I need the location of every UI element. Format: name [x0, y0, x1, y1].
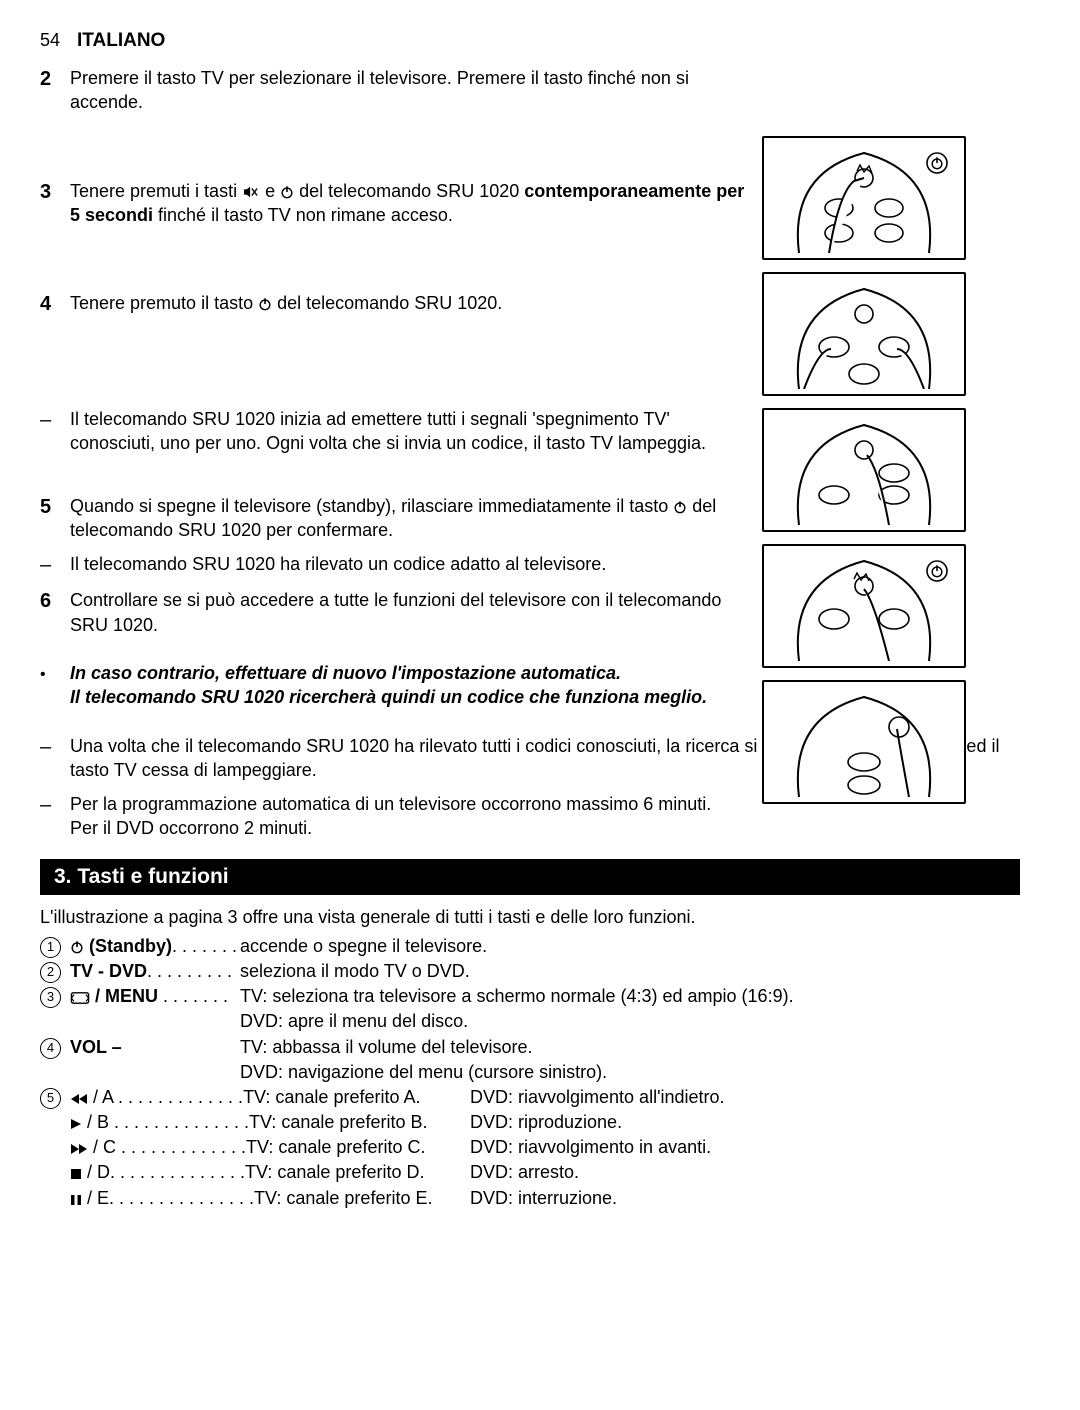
- pause-icon: [70, 1194, 82, 1206]
- step-text: Controllare se si può accedere a tutte l…: [70, 588, 760, 637]
- step-text: Il telecomando SRU 1020 inizia ad emette…: [70, 407, 760, 456]
- step-2: 2 Premere il tasto TV per selezionare il…: [40, 66, 760, 115]
- page-number: 54: [40, 30, 72, 51]
- step-5: 5 Quando si spegne il televisore (standb…: [40, 494, 760, 543]
- remote-illustration-3: [762, 408, 966, 532]
- function-row-5a: 5 / A . . . . . . . . . . . . .TV: canal…: [40, 1085, 1020, 1211]
- page-header: 54 ITALIANO: [40, 30, 1020, 52]
- step-number: 6: [40, 588, 70, 614]
- step-number: 2: [40, 66, 70, 92]
- step-text: Quando si spegne il televisore (standby)…: [70, 494, 760, 543]
- illustration-column: [762, 136, 962, 804]
- step-number: 3: [40, 179, 70, 205]
- power-icon: [258, 297, 272, 311]
- remote-illustration-5: [762, 680, 966, 804]
- power-icon: [70, 940, 84, 954]
- remote-illustration-2: [762, 272, 966, 396]
- language-label: ITALIANO: [77, 30, 165, 51]
- step-number: 4: [40, 291, 70, 317]
- section-title: 3. Tasti e funzioni: [40, 859, 1020, 895]
- function-row-3: 3 / MENU . . . . . . . TV: seleziona tra…: [40, 984, 1020, 1009]
- screen-icon: [70, 992, 90, 1004]
- step-number: 5: [40, 494, 70, 520]
- function-row-4b: DVD: navigazione del menu (cursore sinis…: [40, 1060, 1020, 1085]
- step-text: Tenere premuti i tasti e del telecomando…: [70, 179, 760, 228]
- step-text: Il telecomando SRU 1020 ha rilevato un c…: [70, 552, 760, 576]
- remote-illustration-1: [762, 136, 966, 260]
- stop-icon: [70, 1168, 82, 1180]
- function-row-1: 1 (Standby). . . . . . . accende o spegn…: [40, 934, 1020, 959]
- fast-forward-icon: [70, 1143, 88, 1155]
- function-row-3b: DVD: apre il menu del disco.: [40, 1009, 1020, 1034]
- step-text: Tenere premuto il tasto del telecomando …: [70, 291, 760, 315]
- mute-icon: [242, 185, 260, 199]
- functions-intro: L'illustrazione a pagina 3 offre una vis…: [40, 907, 1020, 928]
- play-icon: [70, 1118, 82, 1130]
- remote-illustration-4: [762, 544, 966, 668]
- power-icon: [673, 500, 687, 514]
- rewind-icon: [70, 1093, 88, 1105]
- power-icon: [280, 185, 294, 199]
- function-row-4: 4 VOL – TV: abbassa il volume del televi…: [40, 1035, 1020, 1060]
- step-text: Premere il tasto TV per selezionare il t…: [70, 66, 760, 115]
- step-dash-1: – Il telecomando SRU 1020 inizia ad emet…: [40, 407, 760, 456]
- step-6: 6 Controllare se si può accedere a tutte…: [40, 588, 760, 637]
- step-4: 4 Tenere premuto il tasto del telecomand…: [40, 291, 760, 317]
- function-row-2: 2 TV - DVD. . . . . . . . . seleziona il…: [40, 959, 1020, 984]
- step-dash-2: – Il telecomando SRU 1020 ha rilevato un…: [40, 552, 760, 578]
- step-3: 3 Tenere premuti i tasti e del telecoman…: [40, 179, 760, 228]
